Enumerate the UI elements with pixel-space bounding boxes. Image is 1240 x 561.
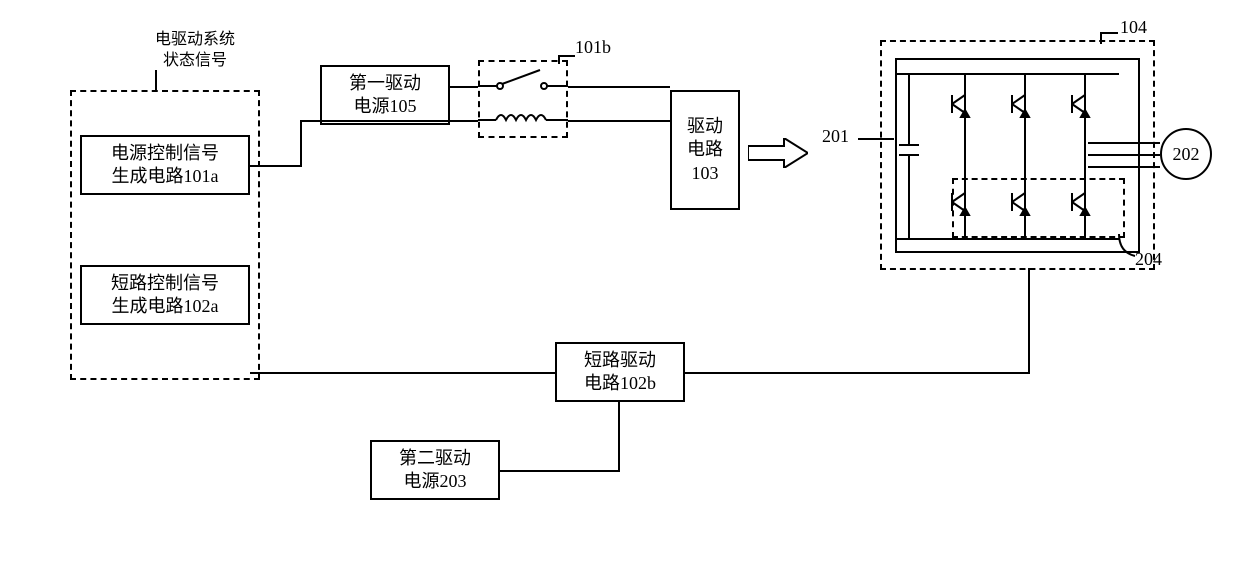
ref-104: 104 bbox=[1120, 16, 1147, 39]
phase-a bbox=[1088, 142, 1160, 144]
w-coil-r bbox=[568, 120, 670, 122]
lead-104-h bbox=[1100, 32, 1118, 34]
lead-101b-h bbox=[558, 55, 575, 57]
relay-switch-icon bbox=[478, 62, 568, 100]
w-102b-h1 bbox=[685, 372, 1030, 374]
block-102a: 短路控制信号 生成电路102a bbox=[80, 265, 250, 325]
relay-coil-icon bbox=[478, 108, 568, 132]
block-101a: 电源控制信号 生成电路101a bbox=[80, 135, 250, 195]
w-203-v bbox=[618, 402, 620, 472]
block-103: 驱动 电路 103 bbox=[670, 90, 740, 210]
block-102a-text: 短路控制信号 生成电路102a bbox=[111, 272, 219, 319]
input-signal-label: 电驱动系统 状态信号 bbox=[140, 30, 250, 72]
w-102a-a bbox=[250, 372, 555, 374]
ref-202: 202 bbox=[1173, 144, 1200, 165]
w-101a-h2 bbox=[300, 120, 478, 122]
w-105-relay bbox=[450, 86, 478, 88]
block-102b: 短路驱动 电路102b bbox=[555, 342, 685, 402]
lead-104-v bbox=[1100, 32, 1102, 44]
block-102b-text: 短路驱动 电路102b bbox=[584, 349, 656, 396]
block-203-text: 第二驱动 电源203 bbox=[399, 447, 471, 494]
w-102b-v1 bbox=[1028, 268, 1030, 374]
lead-201 bbox=[858, 138, 894, 140]
block-105: 第一驱动 电源105 bbox=[320, 65, 450, 125]
igbt-bridge-icon bbox=[940, 73, 1120, 240]
block-105-text: 第一驱动 电源105 bbox=[349, 72, 421, 119]
input-signal-wire bbox=[155, 70, 157, 90]
phase-c bbox=[1088, 166, 1160, 168]
w-101a-v1 bbox=[300, 120, 302, 167]
block-101a-text: 电源控制信号 生成电路101a bbox=[111, 142, 219, 189]
block-203: 第二驱动 电源203 bbox=[370, 440, 500, 500]
lead-101b-v bbox=[558, 55, 560, 64]
signal-gen-group bbox=[70, 90, 260, 380]
motor-202: 202 bbox=[1160, 128, 1212, 180]
block-103-text: 驱动 电路 103 bbox=[687, 115, 723, 185]
w-relay-103 bbox=[568, 86, 670, 88]
w-203-h bbox=[500, 470, 620, 472]
phase-b bbox=[1088, 154, 1160, 156]
ref-101b: 101b bbox=[575, 36, 611, 59]
capacitor-201-icon bbox=[897, 73, 927, 240]
drive-arrow-icon bbox=[748, 138, 808, 168]
w-101a-h1 bbox=[250, 165, 300, 167]
ref-201: 201 bbox=[822, 125, 849, 148]
